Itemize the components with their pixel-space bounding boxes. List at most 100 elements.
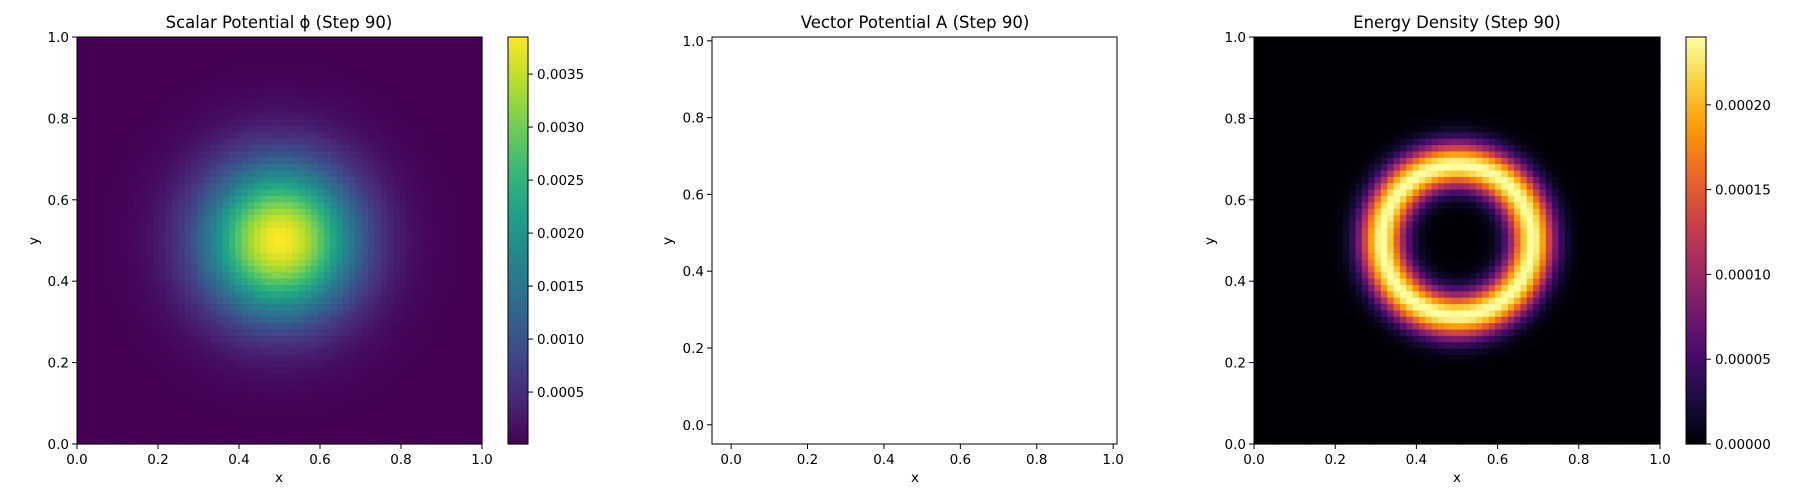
heatmap-cell xyxy=(342,259,350,267)
heatmap-cell xyxy=(235,354,243,362)
heatmap-cell xyxy=(1583,100,1591,108)
heatmap-cell xyxy=(1399,49,1407,57)
heatmap-cell xyxy=(171,316,179,324)
heatmap-cell xyxy=(418,94,426,102)
heatmap-cell xyxy=(89,132,97,140)
heatmap-cell xyxy=(1571,37,1579,44)
heatmap-cell xyxy=(336,126,344,133)
heatmap-cell xyxy=(342,361,350,369)
heatmap-cell xyxy=(108,208,116,216)
heatmap-cell xyxy=(83,316,91,324)
heatmap-cell xyxy=(254,431,262,439)
heatmap-cell xyxy=(317,374,325,382)
heatmap-cell xyxy=(387,234,395,242)
heatmap-cell xyxy=(184,119,192,127)
heatmap-cell xyxy=(311,164,319,172)
heatmap-cell xyxy=(285,145,293,153)
heatmap-cell xyxy=(114,43,122,51)
heatmap-cell xyxy=(1552,37,1560,44)
heatmap-cell xyxy=(355,297,363,305)
heatmap-cell xyxy=(222,157,230,165)
heatmap-cell xyxy=(323,240,331,248)
heatmap-cell xyxy=(330,399,338,407)
heatmap-cell xyxy=(146,221,154,229)
heatmap-cell xyxy=(285,37,293,44)
heatmap-cell xyxy=(254,234,262,242)
heatmap-cell xyxy=(171,221,179,229)
heatmap-cell xyxy=(304,412,312,420)
heatmap-cell xyxy=(406,437,413,445)
heatmap-cell xyxy=(152,246,160,254)
heatmap-cell xyxy=(1596,56,1604,64)
colorbar-segment xyxy=(508,382,528,387)
heatmap-cell xyxy=(1602,100,1610,108)
heatmap-cell xyxy=(254,272,262,280)
heatmap-cell xyxy=(165,132,173,140)
heatmap-cell xyxy=(1323,94,1331,102)
heatmap-cell xyxy=(133,259,141,267)
heatmap-cell xyxy=(393,253,401,261)
heatmap-cell xyxy=(140,259,148,267)
heatmap-cell xyxy=(140,106,148,114)
heatmap-cell xyxy=(1444,37,1452,44)
x-axis: 0.0 0.2 0.4 0.6 0.8 1.0 xyxy=(66,444,493,468)
heatmap-cell xyxy=(463,285,470,292)
heatmap-cell xyxy=(285,49,293,57)
heatmap-cell xyxy=(437,94,445,102)
heatmap-cell xyxy=(406,285,413,292)
heatmap-cell xyxy=(1260,87,1268,95)
heatmap-cell xyxy=(127,37,135,44)
heatmap-cell xyxy=(387,215,395,223)
heatmap-cell xyxy=(355,234,363,242)
heatmap-cell xyxy=(406,361,413,369)
heatmap-cell xyxy=(1514,100,1522,108)
heatmap-cell xyxy=(304,132,312,140)
heatmap-cell xyxy=(1450,75,1458,83)
heatmap-cell xyxy=(1260,43,1268,51)
heatmap-cell xyxy=(393,285,401,292)
heatmap-cell xyxy=(450,81,458,89)
heatmap-cell xyxy=(374,215,382,223)
heatmap-cell xyxy=(361,253,369,261)
heatmap-cell xyxy=(241,386,249,394)
heatmap-cell xyxy=(254,145,262,153)
heatmap-cell xyxy=(102,106,110,114)
heatmap-cell xyxy=(456,437,464,445)
heatmap-cell xyxy=(330,431,338,439)
heatmap-cell xyxy=(330,87,338,95)
heatmap-cell xyxy=(285,113,293,121)
heatmap-cell xyxy=(1450,81,1458,89)
heatmap-cell xyxy=(1621,100,1629,108)
heatmap-cell xyxy=(222,399,230,407)
heatmap-cell xyxy=(336,100,344,108)
heatmap-cell xyxy=(349,424,357,432)
heatmap-cell xyxy=(127,285,135,292)
x-axis-label: x xyxy=(911,470,919,486)
heatmap-cell xyxy=(1602,37,1610,44)
heatmap-cell xyxy=(469,202,477,210)
heatmap-cell xyxy=(406,291,413,299)
heatmap-cell xyxy=(260,424,268,432)
heatmap-cell xyxy=(456,259,464,267)
heatmap-cell xyxy=(1317,62,1325,70)
heatmap-cell xyxy=(1406,87,1414,95)
heatmap-cell xyxy=(1425,94,1433,102)
heatmap-cell xyxy=(469,234,477,242)
heatmap-cell xyxy=(209,145,217,153)
heatmap-cell xyxy=(1615,49,1623,57)
heatmap-cell xyxy=(133,393,141,401)
heatmap-cell xyxy=(203,259,211,267)
heatmap-cell xyxy=(298,75,306,83)
colorbar-segment xyxy=(508,226,528,231)
heatmap-cell xyxy=(178,342,186,350)
heatmap-cell xyxy=(380,75,388,83)
heatmap-cell xyxy=(114,189,122,197)
heatmap-cell xyxy=(323,437,331,445)
colorbar-segment xyxy=(508,379,528,384)
heatmap-cell xyxy=(444,348,451,356)
heatmap-cell xyxy=(1298,43,1306,51)
heatmap-cell xyxy=(285,329,293,337)
heatmap-cell xyxy=(159,367,167,375)
heatmap-cell xyxy=(77,405,84,413)
heatmap-cell xyxy=(266,367,274,375)
